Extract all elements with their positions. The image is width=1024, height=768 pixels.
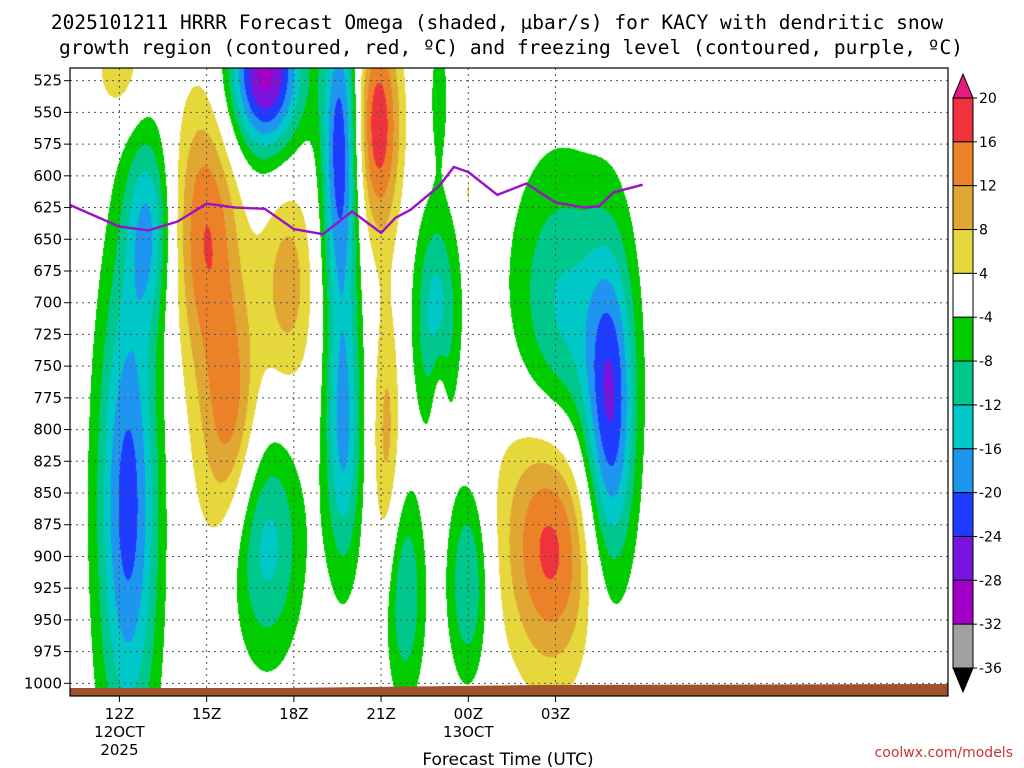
y-tick-label: 700 [33,294,62,312]
colorbar-label: -16 [979,442,1002,458]
colorbar-label: -4 [979,310,993,326]
colorbar-label: 20 [979,91,997,107]
omega-colorbar: 20 16 12 8 4 -4 -8 -12 -16 -20 -24 -28 -32 -36 [952,72,1002,694]
colorbar-bin [952,535,974,581]
colorbar-label: 8 [979,223,988,239]
colorbar-label: 16 [979,135,997,151]
colorbar-bin [952,360,974,406]
y-tick-label: 1000 [24,674,62,692]
plot-area [69,67,949,697]
y-tick-label: 975 [33,643,62,661]
x-tick-label: 15Z [192,705,221,723]
plot-frame [69,67,949,697]
x-axis-label: Forecast Time (UTC) [422,750,593,768]
colorbar-label: -20 [979,486,1002,502]
y-tick-label: 725 [33,325,62,343]
y-tick-label: 875 [33,516,62,534]
colorbar-bin [952,404,974,450]
x-tick-date: 13OCT [443,723,494,741]
y-tick-label: 950 [33,611,62,629]
y-tick-label: 900 [33,547,62,565]
y-tick-label: 550 [33,103,62,121]
colorbar-label: -24 [979,529,1002,545]
y-tick-label: 625 [33,199,62,217]
y-tick-label: 575 [33,135,62,153]
y-tick-label: 750 [33,357,62,375]
y-tick-label: 675 [33,262,62,280]
colorbar-bin [952,272,974,318]
x-tick-label: 21Z [366,705,395,723]
terrain-strip [70,684,948,696]
colorbar-bin [952,141,974,187]
y-tick-label: 650 [33,230,62,248]
colorbar-bin [952,229,974,274]
y-tick-label: 825 [33,452,62,470]
colorbar-label: -36 [979,661,1002,677]
site-credit: coolwx.com/models [875,745,1013,761]
colorbar-bin [952,448,974,494]
omega-shading [70,68,948,696]
x-tick-label: 12Z [105,705,134,723]
colorbar-bin [952,623,974,669]
colorbar-bin [952,579,974,625]
chart-title-line-1: 2025101211 HRRR Forecast Omega (shaded, … [51,11,943,34]
colorbar-bin [952,185,974,231]
colorbar-bin [952,492,974,537]
x-tick-label: 00Z [454,705,483,723]
colorbar-cap-bottom [952,667,974,694]
colorbar-label: -32 [979,617,1002,633]
y-tick-label: 775 [33,389,62,407]
y-tick-label: 850 [33,484,62,502]
chart-title-line-2: growth region (contoured, red, ºC) and f… [59,36,963,59]
y-tick-label: 800 [33,421,62,439]
x-tick-label: 03Z [541,705,570,723]
colorbar-label: 12 [979,179,997,195]
pressure-axis: 525 550 575 600 625 650 675 700 725 750 775 800 825 8… [24,72,70,692]
colorbar-label: -28 [979,573,1002,589]
y-tick-label: 925 [33,579,62,597]
colorbar-bin [952,316,974,362]
x-tick-year: 2025 [100,741,138,759]
freezing-level-line [69,165,644,236]
x-tick-date: 12OCT [94,723,145,741]
y-tick-label: 525 [33,72,62,90]
colorbar-label: -8 [979,354,993,370]
colorbar-label: -12 [979,398,1002,414]
colorbar-label: 4 [979,266,988,282]
colorbar-cap-top [952,72,974,99]
x-tick-label: 18Z [279,705,308,723]
y-tick-label: 600 [33,167,62,185]
colorbar-bin [952,97,974,143]
